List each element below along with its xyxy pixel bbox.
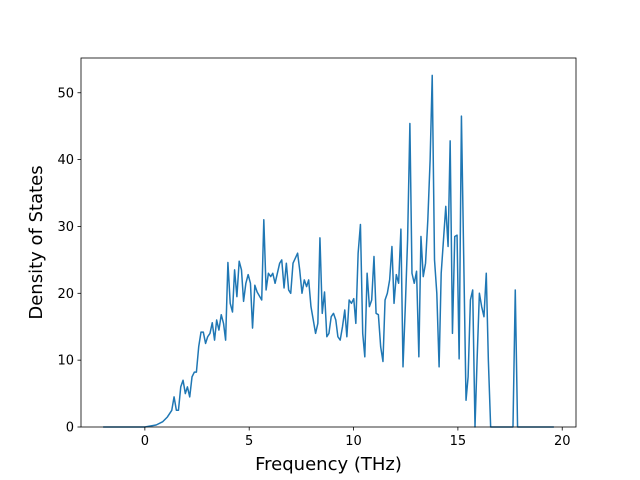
y-tick-label: 10 [57, 354, 74, 369]
y-tick-label: 20 [57, 287, 74, 302]
x-tick-label: 10 [345, 434, 362, 449]
y-tick-label: 40 [57, 153, 74, 168]
x-tick-label: 15 [450, 434, 467, 449]
data-line [103, 74, 554, 428]
x-tick-label: 20 [554, 434, 571, 449]
axes-frame [80, 57, 577, 428]
x-tick-label: 0 [141, 434, 149, 449]
x-axis-label: Frequency (THz) [255, 454, 402, 475]
plot-area [103, 74, 554, 428]
y-tick-label: 0 [66, 421, 74, 436]
x-tick-label: 5 [245, 434, 253, 449]
y-axis-label: Density of States [26, 165, 47, 319]
y-tick-label: 30 [57, 220, 74, 235]
y-tick-label: 50 [57, 86, 74, 101]
